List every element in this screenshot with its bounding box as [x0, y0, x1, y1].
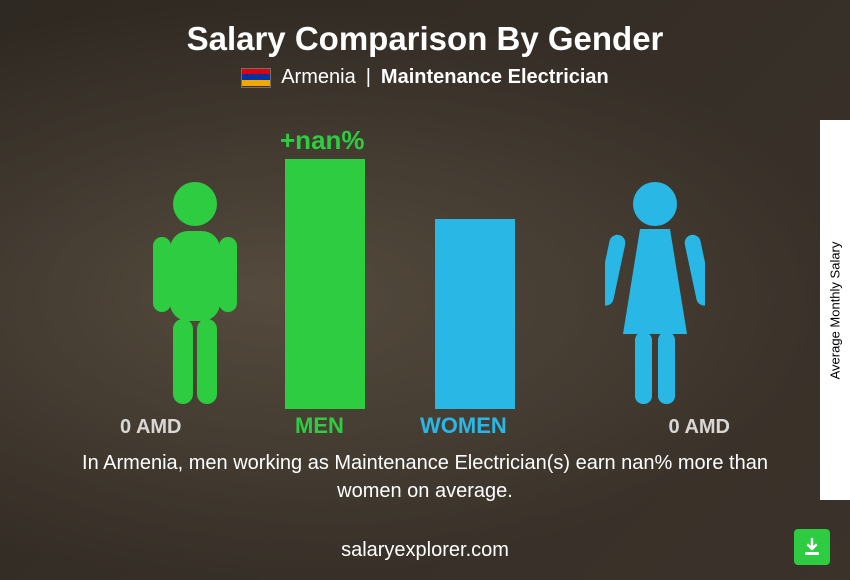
page-title: Salary Comparison By Gender [0, 0, 850, 58]
female-bar [435, 219, 515, 409]
footer-link[interactable]: salaryexplorer.com [0, 539, 850, 562]
chart: +nan% 0 AMD MEN WO [125, 119, 725, 439]
subtitle: Armenia | Maintenance Electrician [0, 66, 850, 89]
pct-label: +nan% [280, 125, 365, 156]
female-person-icon [605, 179, 705, 409]
male-bar [285, 159, 365, 409]
female-label: WOMEN [420, 413, 507, 439]
female-value: 0 AMD [669, 416, 730, 439]
flag-stripe-3 [242, 80, 270, 86]
description: In Armenia, men working as Maintenance E… [60, 449, 790, 505]
subtitle-country: Armenia [281, 66, 355, 89]
male-person-icon [145, 179, 245, 409]
male-value: 0 AMD [120, 416, 181, 439]
subtitle-sep: | [366, 66, 371, 89]
subtitle-job: Maintenance Electrician [381, 66, 609, 89]
male-label: MEN [295, 413, 344, 439]
flag-icon [241, 68, 271, 88]
download-icon[interactable] [794, 529, 830, 565]
side-axis-label: Average Monthly Salary [820, 120, 850, 500]
